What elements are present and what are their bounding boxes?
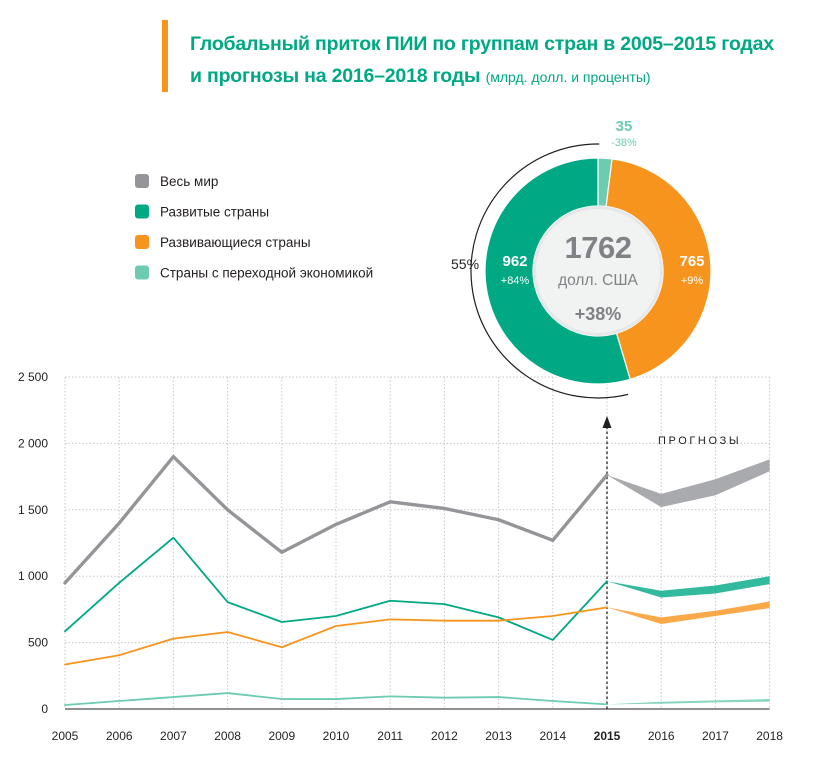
x-tick-label: 2006 [106, 729, 133, 743]
y-tick-label: 2 500 [18, 370, 48, 384]
donut-change-developing: +9% [681, 275, 704, 287]
forecast-band-developed [607, 576, 770, 598]
legend-swatch-transition [135, 265, 149, 280]
donut-change-transition: -38% [611, 137, 637, 149]
y-tick-label: 0 [41, 702, 48, 716]
title-units: (млрд. долл. и проценты) [485, 69, 651, 85]
chart-title: Глобальный приток ПИИ по группам стран в… [190, 28, 810, 93]
forecast-band-developing [607, 601, 770, 625]
y-tick-label: 1 500 [18, 503, 48, 517]
legend-swatch-developing [135, 235, 149, 249]
donut-chart: 55% 1762 долл. США +38% 962 +84% 765 +9% 35 -38% [451, 118, 712, 399]
legend-swatch-developed [135, 204, 149, 219]
legend: Весь мир Развитые страны Развивающиеся стр… [135, 174, 373, 281]
donut-growth: +38% [575, 304, 622, 324]
x-tick-label: 2010 [323, 729, 350, 743]
title-line-2-text: и прогнозы на 2016–2018 годы [190, 65, 481, 87]
x-tick-label: 2005 [52, 729, 79, 743]
donut-hole-inner [536, 209, 660, 333]
y-tick-label: 500 [28, 636, 48, 650]
x-tick-label: 2017 [702, 729, 729, 743]
legend-label-world: Весь мир [160, 174, 218, 189]
x-tick-label: 2011 [377, 729, 403, 743]
x-tick-label: 2013 [485, 729, 512, 743]
developed-share-bracket [470, 143, 629, 399]
donut-value-developed: 962 [502, 253, 527, 270]
legend-swatch-world [135, 174, 149, 188]
forecast-band-transition [607, 699, 770, 705]
donut-total: 1762 [565, 230, 632, 265]
y-tick-labels: 0 500 1 000 1 500 2 000 2 500 [18, 370, 48, 716]
forecast-band-world [607, 459, 770, 508]
donut-change-developed: +84% [501, 275, 530, 287]
x-tick-label: 2018 [756, 729, 783, 743]
x-tick-label: 2007 [160, 729, 187, 743]
donut-bracket-label: 55% [451, 256, 479, 272]
title-accent-bar [162, 20, 168, 92]
x-tick-label: 2009 [268, 729, 295, 743]
x-tick-label: 2015 [594, 729, 621, 743]
legend-label-developing: Развивающиеся страны [160, 235, 311, 250]
series-lines [63, 454, 609, 706]
donut-value-developing: 765 [679, 253, 704, 270]
x-tick-labels: 2005 2006 2007 2008 2009 2010 2011 2012 2013 2014… [52, 729, 784, 743]
title-line-1: Глобальный приток ПИИ по группам стран в… [190, 33, 774, 55]
x-tick-label: 2016 [648, 729, 675, 743]
forecast-arrow-head [602, 416, 612, 428]
chart-grid [64, 376, 771, 709]
donut-slice-developed [484, 157, 631, 385]
x-tick-label: 2012 [431, 729, 458, 743]
y-tick-label: 2 000 [18, 436, 48, 450]
legend-label-developed: Развитые страны [160, 205, 269, 220]
donut-value-transition: 35 [616, 118, 633, 135]
x-tick-label: 2014 [539, 729, 566, 743]
y-tick-label: 1 000 [18, 569, 48, 583]
legend-label-transition: Страны с переходной экономикой [160, 266, 373, 281]
forecast-bands [607, 459, 770, 705]
forecast-label: ПРОГНОЗЫ [658, 435, 741, 447]
donut-unit: долл. США [558, 272, 638, 289]
title-line-2: и прогнозы на 2016–2018 годы (млрд. долл… [190, 60, 810, 93]
x-tick-label: 2008 [214, 729, 241, 743]
